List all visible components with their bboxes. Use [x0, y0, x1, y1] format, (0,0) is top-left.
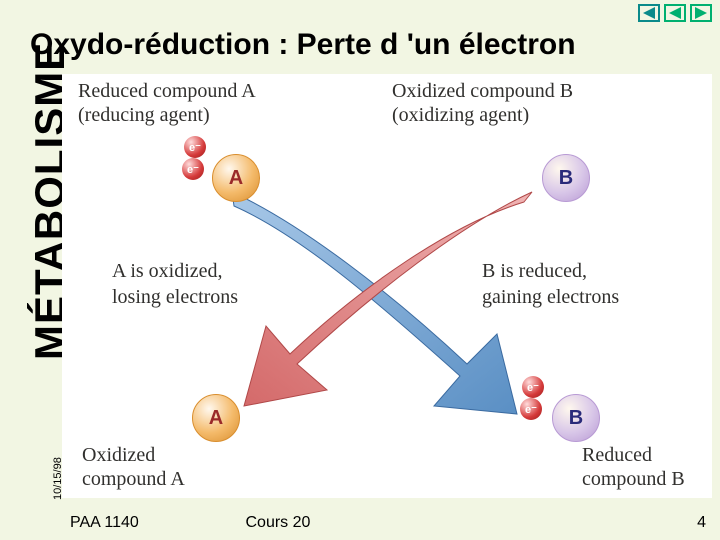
- slide-footer: PAA 1140 Cours 20 4: [70, 514, 706, 532]
- label-bot-right-2: compound B: [582, 468, 685, 491]
- atom-circle: A: [212, 154, 260, 202]
- nav-button-group: [638, 4, 712, 22]
- label-top-left-1: Reduced compound A: [78, 80, 256, 103]
- triangle-left-icon: [669, 7, 681, 19]
- electron-icon: e⁻: [184, 136, 206, 158]
- label-mid-right-1: B is reduced,: [482, 260, 587, 283]
- label-mid-left-1: A is oxidized,: [112, 260, 223, 283]
- electron-icon: e⁻: [522, 376, 544, 398]
- slide-title: Oxydo-réduction : Perte d 'un électron: [30, 28, 710, 62]
- redox-diagram: Reduced compound A (reducing agent) Oxid…: [62, 74, 712, 498]
- label-mid-left-2: losing electrons: [112, 286, 238, 309]
- label-bot-left-2: compound A: [82, 468, 185, 491]
- atom-circle: B: [552, 394, 600, 442]
- nav-next-button[interactable]: [690, 4, 712, 22]
- label-bot-left-1: Oxidized: [82, 444, 155, 467]
- label-top-right-1: Oxidized compound B: [392, 80, 573, 103]
- lesson-label: Cours 20: [245, 514, 310, 532]
- nav-prev-button[interactable]: [664, 4, 686, 22]
- atom-circle: A: [192, 394, 240, 442]
- label-top-right-2: (oxidizing agent): [392, 104, 529, 127]
- electron-icon: e⁻: [520, 398, 542, 420]
- triangle-left-icon: [643, 7, 655, 19]
- electron-icon: e⁻: [182, 158, 204, 180]
- label-mid-right-2: gaining electrons: [482, 286, 619, 309]
- nav-first-button[interactable]: [638, 4, 660, 22]
- course-code: PAA 1140: [70, 514, 139, 532]
- label-top-left-2: (reducing agent): [78, 104, 210, 127]
- label-bot-right-1: Reduced: [582, 444, 652, 467]
- atom-circle: B: [542, 154, 590, 202]
- triangle-right-icon: [695, 7, 707, 19]
- slide-number: 4: [697, 514, 706, 532]
